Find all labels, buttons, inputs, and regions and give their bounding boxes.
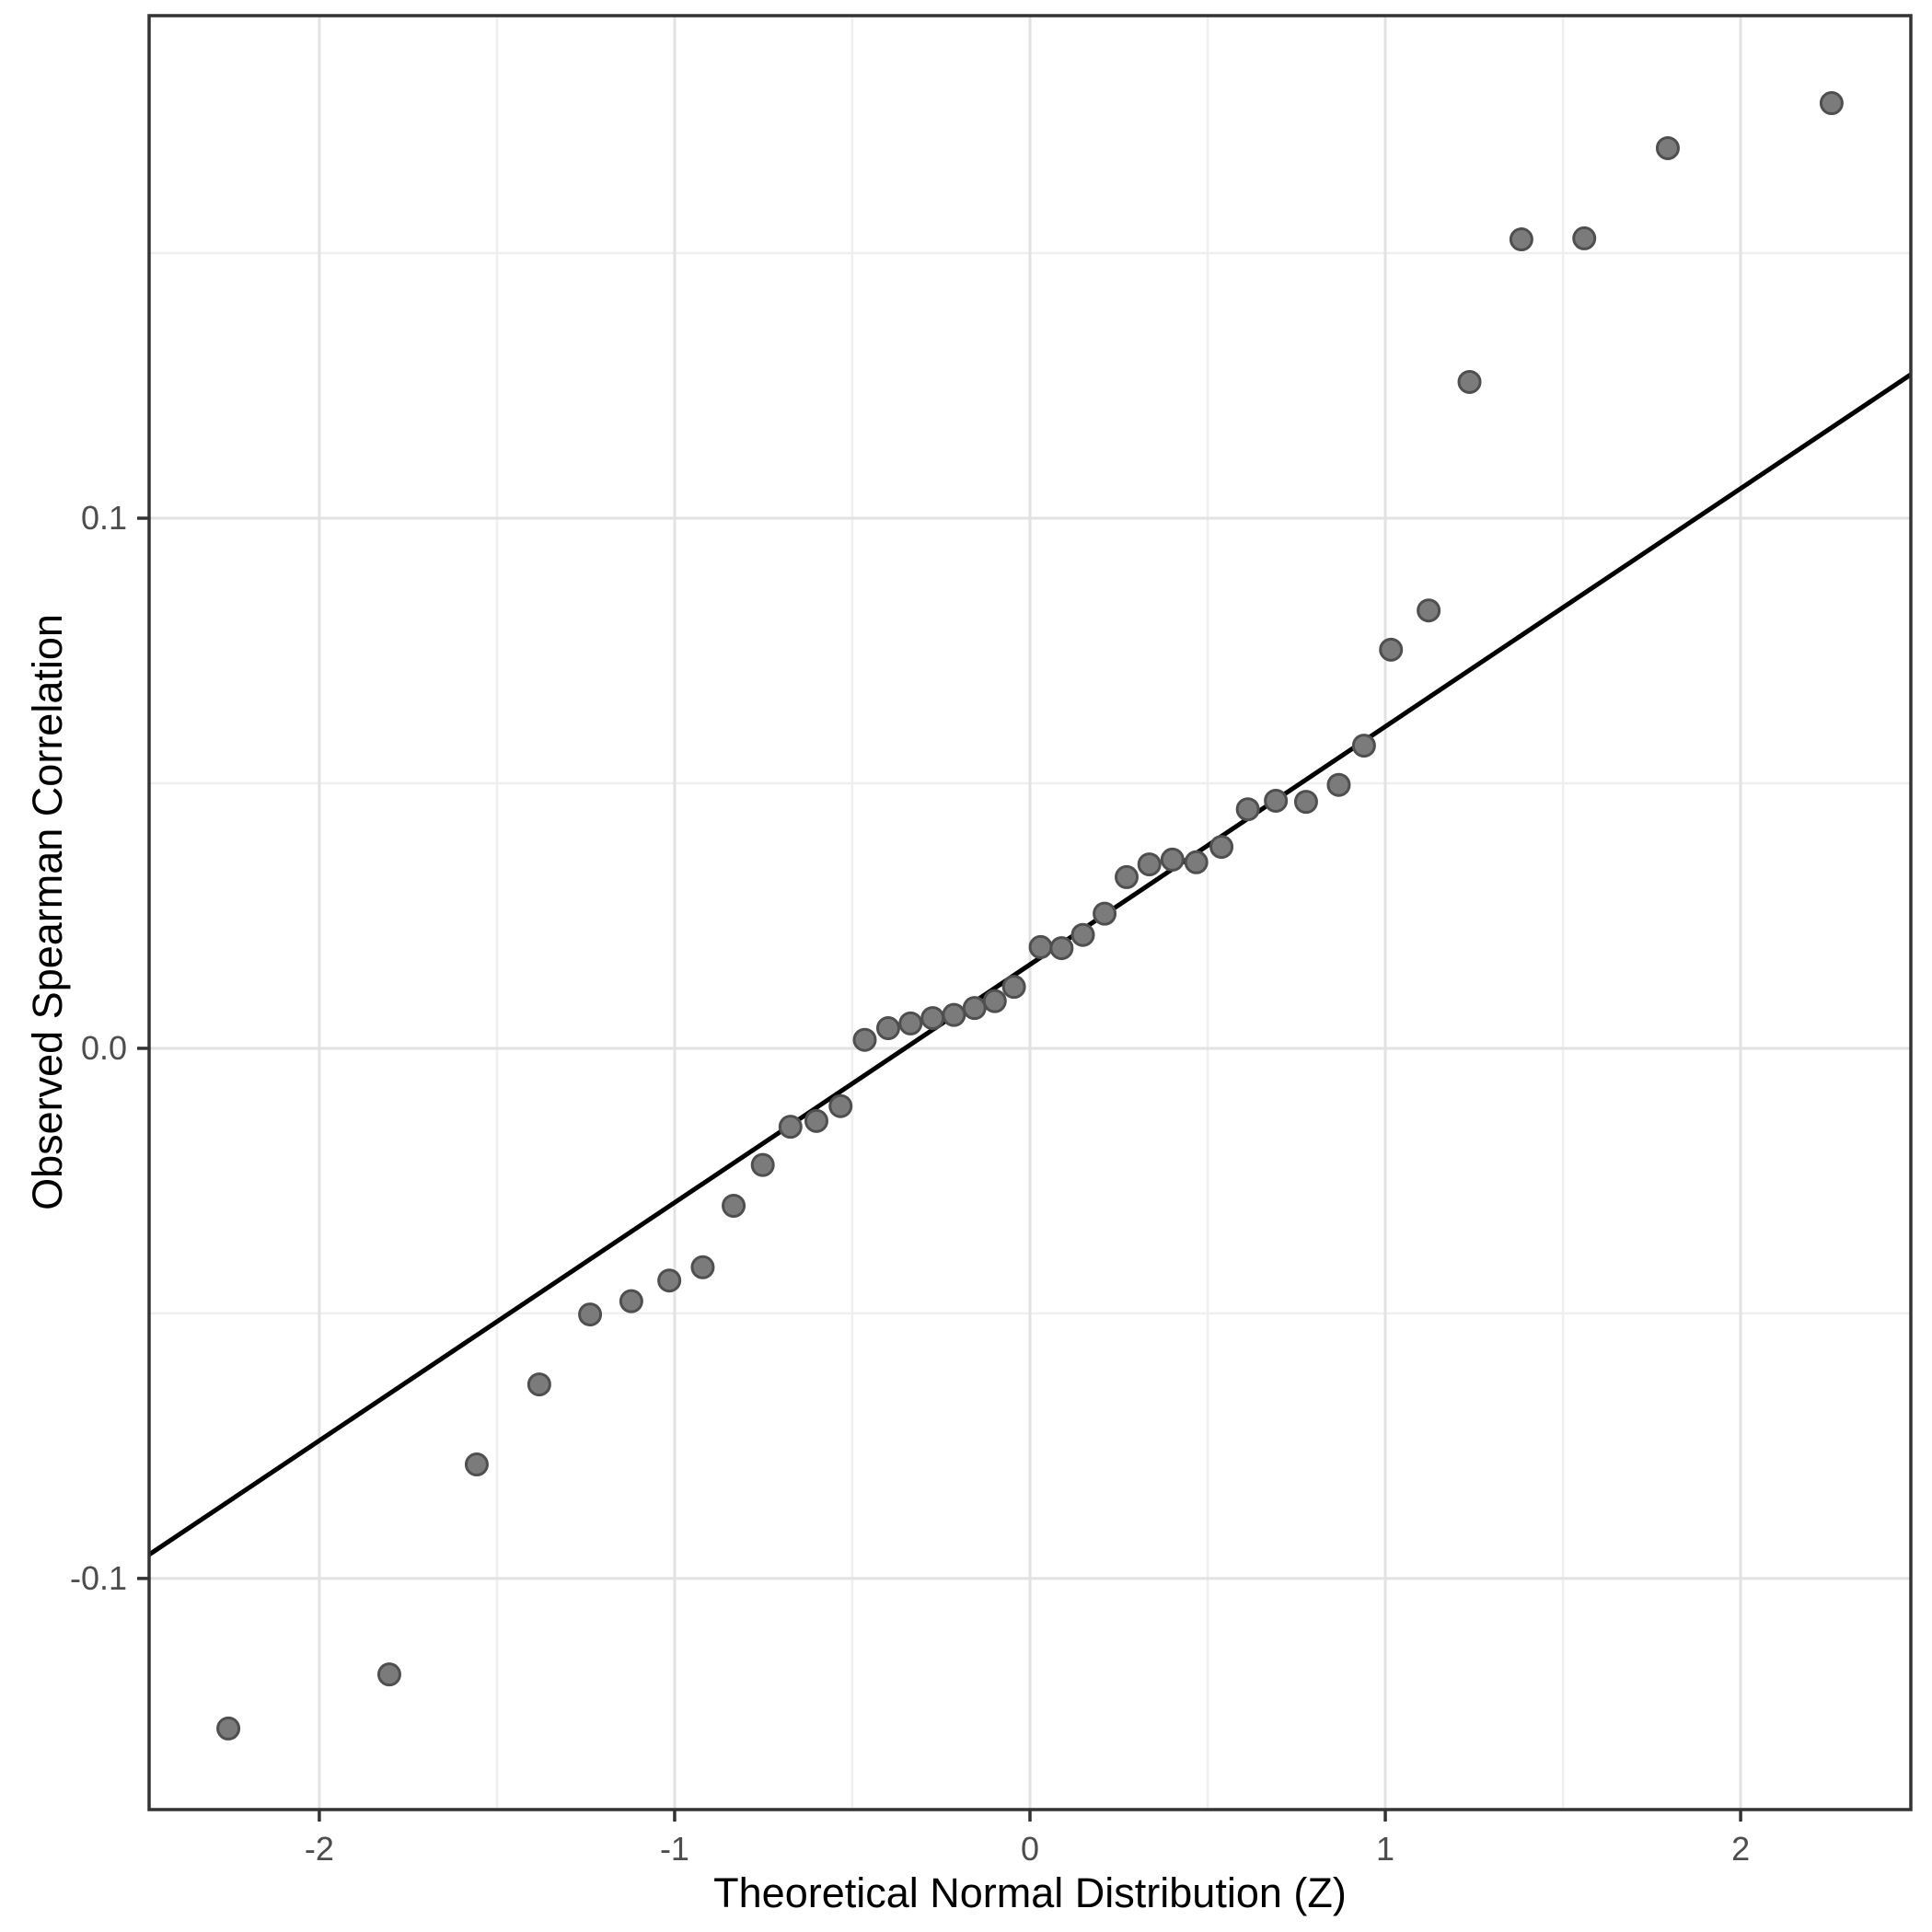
x-tick-label: -1 bbox=[660, 1830, 689, 1868]
data-point bbox=[578, 1302, 603, 1327]
data-point bbox=[464, 1452, 489, 1477]
data-point bbox=[1351, 734, 1376, 758]
data-point bbox=[619, 1289, 643, 1313]
y-tick-label: 0.0 bbox=[81, 1029, 127, 1067]
data-point bbox=[1457, 369, 1482, 394]
data-point bbox=[875, 1016, 900, 1041]
x-tick-label: 2 bbox=[1731, 1830, 1750, 1868]
data-point bbox=[376, 1662, 401, 1687]
data-point bbox=[828, 1093, 853, 1118]
data-point bbox=[1137, 852, 1162, 877]
data-point bbox=[722, 1193, 746, 1218]
data-point bbox=[1049, 936, 1074, 961]
data-point bbox=[920, 1006, 945, 1031]
data-point bbox=[1001, 975, 1026, 1000]
data-point bbox=[1293, 790, 1318, 815]
data-point bbox=[216, 1716, 241, 1741]
x-tick-label: -2 bbox=[305, 1830, 334, 1868]
y-tick-label: -0.1 bbox=[70, 1559, 127, 1597]
data-point bbox=[1028, 934, 1053, 959]
data-point bbox=[1070, 922, 1095, 947]
data-point bbox=[1655, 135, 1680, 160]
y-axis-title: Observed Spearman Correlation bbox=[24, 614, 71, 1210]
data-point bbox=[690, 1255, 715, 1279]
x-tick-label: 1 bbox=[1376, 1830, 1394, 1868]
data-point bbox=[1326, 772, 1351, 797]
data-point bbox=[1115, 864, 1140, 889]
data-point bbox=[657, 1268, 682, 1293]
data-point bbox=[852, 1027, 877, 1052]
data-point bbox=[1209, 835, 1234, 860]
qq-reference-line bbox=[147, 372, 1913, 1557]
data-point bbox=[1093, 901, 1117, 926]
data-point bbox=[942, 1002, 966, 1027]
y-tick-label: 0.1 bbox=[81, 499, 127, 537]
data-point bbox=[526, 1372, 551, 1397]
data-point bbox=[962, 996, 987, 1021]
data-point bbox=[982, 989, 1007, 1013]
data-point bbox=[1264, 788, 1289, 813]
x-axis-title: Theoretical Normal Distribution (Z) bbox=[713, 1869, 1347, 1916]
x-tick-label: 0 bbox=[1021, 1830, 1039, 1868]
data-point bbox=[1379, 637, 1404, 662]
data-point bbox=[1184, 850, 1209, 874]
data-point bbox=[778, 1115, 803, 1140]
data-point bbox=[750, 1152, 775, 1177]
data-point bbox=[1572, 226, 1597, 250]
data-point bbox=[898, 1011, 923, 1035]
data-point bbox=[1509, 227, 1533, 252]
data-point bbox=[1235, 797, 1260, 822]
data-point bbox=[1819, 91, 1844, 116]
data-point bbox=[1160, 847, 1185, 872]
data-point bbox=[804, 1108, 828, 1133]
data-point bbox=[1417, 598, 1441, 623]
